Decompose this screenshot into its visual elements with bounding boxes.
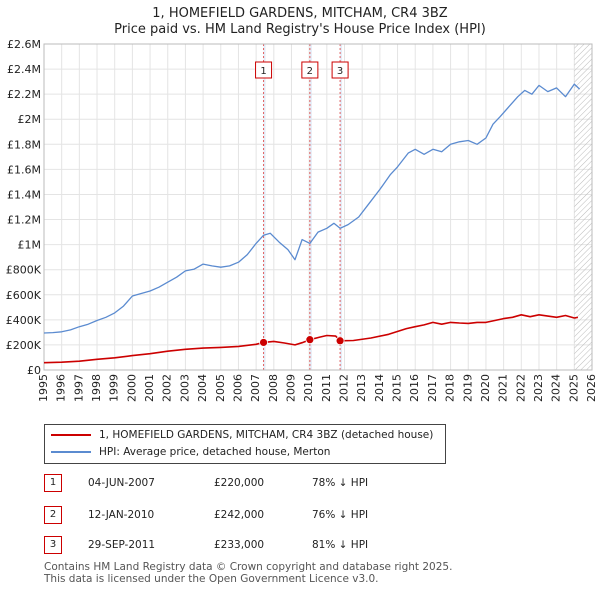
transaction-hpi: 78% ↓ HPI bbox=[312, 477, 369, 489]
x-tick-label: 2020 bbox=[479, 374, 492, 402]
sale-marker bbox=[259, 338, 268, 347]
x-tick-label: 2026 bbox=[585, 374, 598, 402]
plot-border bbox=[43, 43, 593, 371]
x-tick-label: 2019 bbox=[461, 374, 474, 402]
x-tick-label: 1995 bbox=[37, 374, 50, 402]
chart-transaction-badge bbox=[331, 61, 349, 79]
y-tick-label: £1.8M bbox=[7, 138, 41, 151]
transaction-row: 3 29-SEP-2011 £233,000 81% ↓ HPI bbox=[44, 535, 544, 555]
chart-transaction-badge bbox=[255, 61, 273, 79]
transaction-band bbox=[340, 44, 343, 370]
y-tick-label: £600K bbox=[6, 289, 42, 302]
x-tick-label: 2009 bbox=[284, 374, 297, 402]
chart-transaction-badge bbox=[301, 61, 319, 79]
y-tick-label: £2.6M bbox=[7, 38, 41, 51]
legend-label-property: 1, HOMEFIELD GARDENS, MITCHAM, CR4 3BZ (… bbox=[99, 429, 434, 441]
sale-marker bbox=[335, 336, 345, 346]
x-tick-label: 2012 bbox=[338, 374, 351, 402]
transaction-date: 04-JUN-2007 bbox=[88, 477, 155, 489]
x-tick-label: 2015 bbox=[391, 374, 404, 402]
transaction-date: 29-SEP-2011 bbox=[88, 539, 156, 551]
x-tick-label: 2010 bbox=[302, 374, 315, 402]
transaction-hpi: 76% ↓ HPI bbox=[312, 509, 369, 521]
x-tick-label: 2008 bbox=[267, 374, 280, 402]
transaction-date: 12-JAN-2010 bbox=[88, 509, 155, 521]
y-tick-label: £200K bbox=[6, 339, 42, 352]
y-tick-label: £1.2M bbox=[7, 214, 41, 227]
future-hatch bbox=[574, 44, 592, 370]
x-tick-label: 2024 bbox=[550, 374, 563, 402]
x-tick-label: 2001 bbox=[143, 374, 156, 402]
y-tick-label: £400K bbox=[6, 314, 42, 327]
x-tick-label: 2000 bbox=[125, 374, 138, 402]
y-tick-label: £800K bbox=[6, 264, 42, 277]
y-tick-label: £1.4M bbox=[7, 188, 41, 201]
transaction-band bbox=[263, 44, 266, 370]
line-chart: 1995 1996 1997 1998 1999 2000 2001 2002 2003 2004… bbox=[6, 38, 598, 402]
transaction-badge: 1 bbox=[44, 474, 62, 492]
transaction-row: 2 12-JAN-2010 £242,000 76% ↓ HPI bbox=[44, 505, 544, 525]
transaction-price: £220,000 bbox=[214, 477, 265, 489]
y-tick-label: £1.6M bbox=[7, 163, 41, 176]
x-tick-label: 2011 bbox=[320, 374, 333, 402]
x-tick-label: 2002 bbox=[161, 374, 174, 402]
transaction-price: £233,000 bbox=[214, 539, 265, 551]
transaction-row: 1 04-JUN-2007 £220,000 78% ↓ HPI bbox=[44, 473, 544, 493]
x-tick-label: 2021 bbox=[497, 374, 510, 402]
x-tick-label: 2006 bbox=[231, 374, 244, 402]
transaction-badge: 2 bbox=[44, 506, 62, 524]
x-tick-label: 2018 bbox=[444, 374, 457, 402]
x-tick-label: 2017 bbox=[426, 374, 439, 402]
transaction-price: £242,000 bbox=[214, 509, 265, 521]
sale-marker bbox=[305, 335, 315, 345]
chart-subtitle: Price paid vs. HM Land Registry's House … bbox=[114, 22, 486, 37]
x-tick-label: 2005 bbox=[214, 374, 227, 402]
y-tick-label: £1M bbox=[18, 239, 42, 252]
chart-title: 1, HOMEFIELD GARDENS, MITCHAM, CR4 3BZ bbox=[152, 6, 448, 21]
x-tick-label: 1997 bbox=[72, 374, 85, 402]
chart-transaction-label: 2 bbox=[307, 66, 313, 77]
transaction-badge: 3 bbox=[44, 536, 62, 554]
plot-area bbox=[44, 44, 592, 370]
legend-label-hpi: HPI: Average price, detached house, Mert… bbox=[99, 446, 331, 458]
transaction-band bbox=[309, 44, 312, 370]
x-tick-label: 2004 bbox=[196, 374, 209, 402]
chart-transaction-label: 1 bbox=[260, 66, 266, 77]
x-tick-label: 2023 bbox=[532, 374, 545, 402]
legend-swatch-property bbox=[51, 434, 91, 436]
x-tick-label: 2025 bbox=[567, 374, 580, 402]
legend-swatch-hpi bbox=[51, 451, 91, 453]
x-tick-label: 1998 bbox=[90, 374, 103, 402]
series-line-property bbox=[43, 314, 579, 364]
x-tick-label: 2013 bbox=[355, 374, 368, 402]
x-tick-label: 2007 bbox=[249, 374, 262, 402]
y-tick-label: £2M bbox=[18, 113, 42, 126]
footer: Contains HM Land Registry data © Crown c… bbox=[44, 561, 452, 585]
y-tick-label: £0 bbox=[27, 364, 41, 377]
x-tick-label: 1999 bbox=[108, 374, 121, 402]
x-tick-label: 2014 bbox=[373, 374, 386, 402]
x-tick-label: 2003 bbox=[178, 374, 191, 402]
y-tick-label: £2.2M bbox=[7, 88, 41, 101]
y-tick-label: £2.4M bbox=[7, 63, 41, 76]
transaction-hpi: 81% ↓ HPI bbox=[312, 539, 369, 551]
footer-license: This data is licensed under the Open Gov… bbox=[44, 573, 379, 585]
x-tick-label: 1996 bbox=[55, 374, 68, 402]
legend: 1, HOMEFIELD GARDENS, MITCHAM, CR4 3BZ (… bbox=[44, 424, 446, 464]
chart-transaction-label: 3 bbox=[337, 66, 343, 77]
x-tick-label: 2022 bbox=[514, 374, 527, 402]
series-line-hpi bbox=[43, 83, 581, 334]
x-tick-label: 2016 bbox=[408, 374, 421, 402]
footer-copyright: Contains HM Land Registry data © Crown c… bbox=[44, 561, 453, 573]
